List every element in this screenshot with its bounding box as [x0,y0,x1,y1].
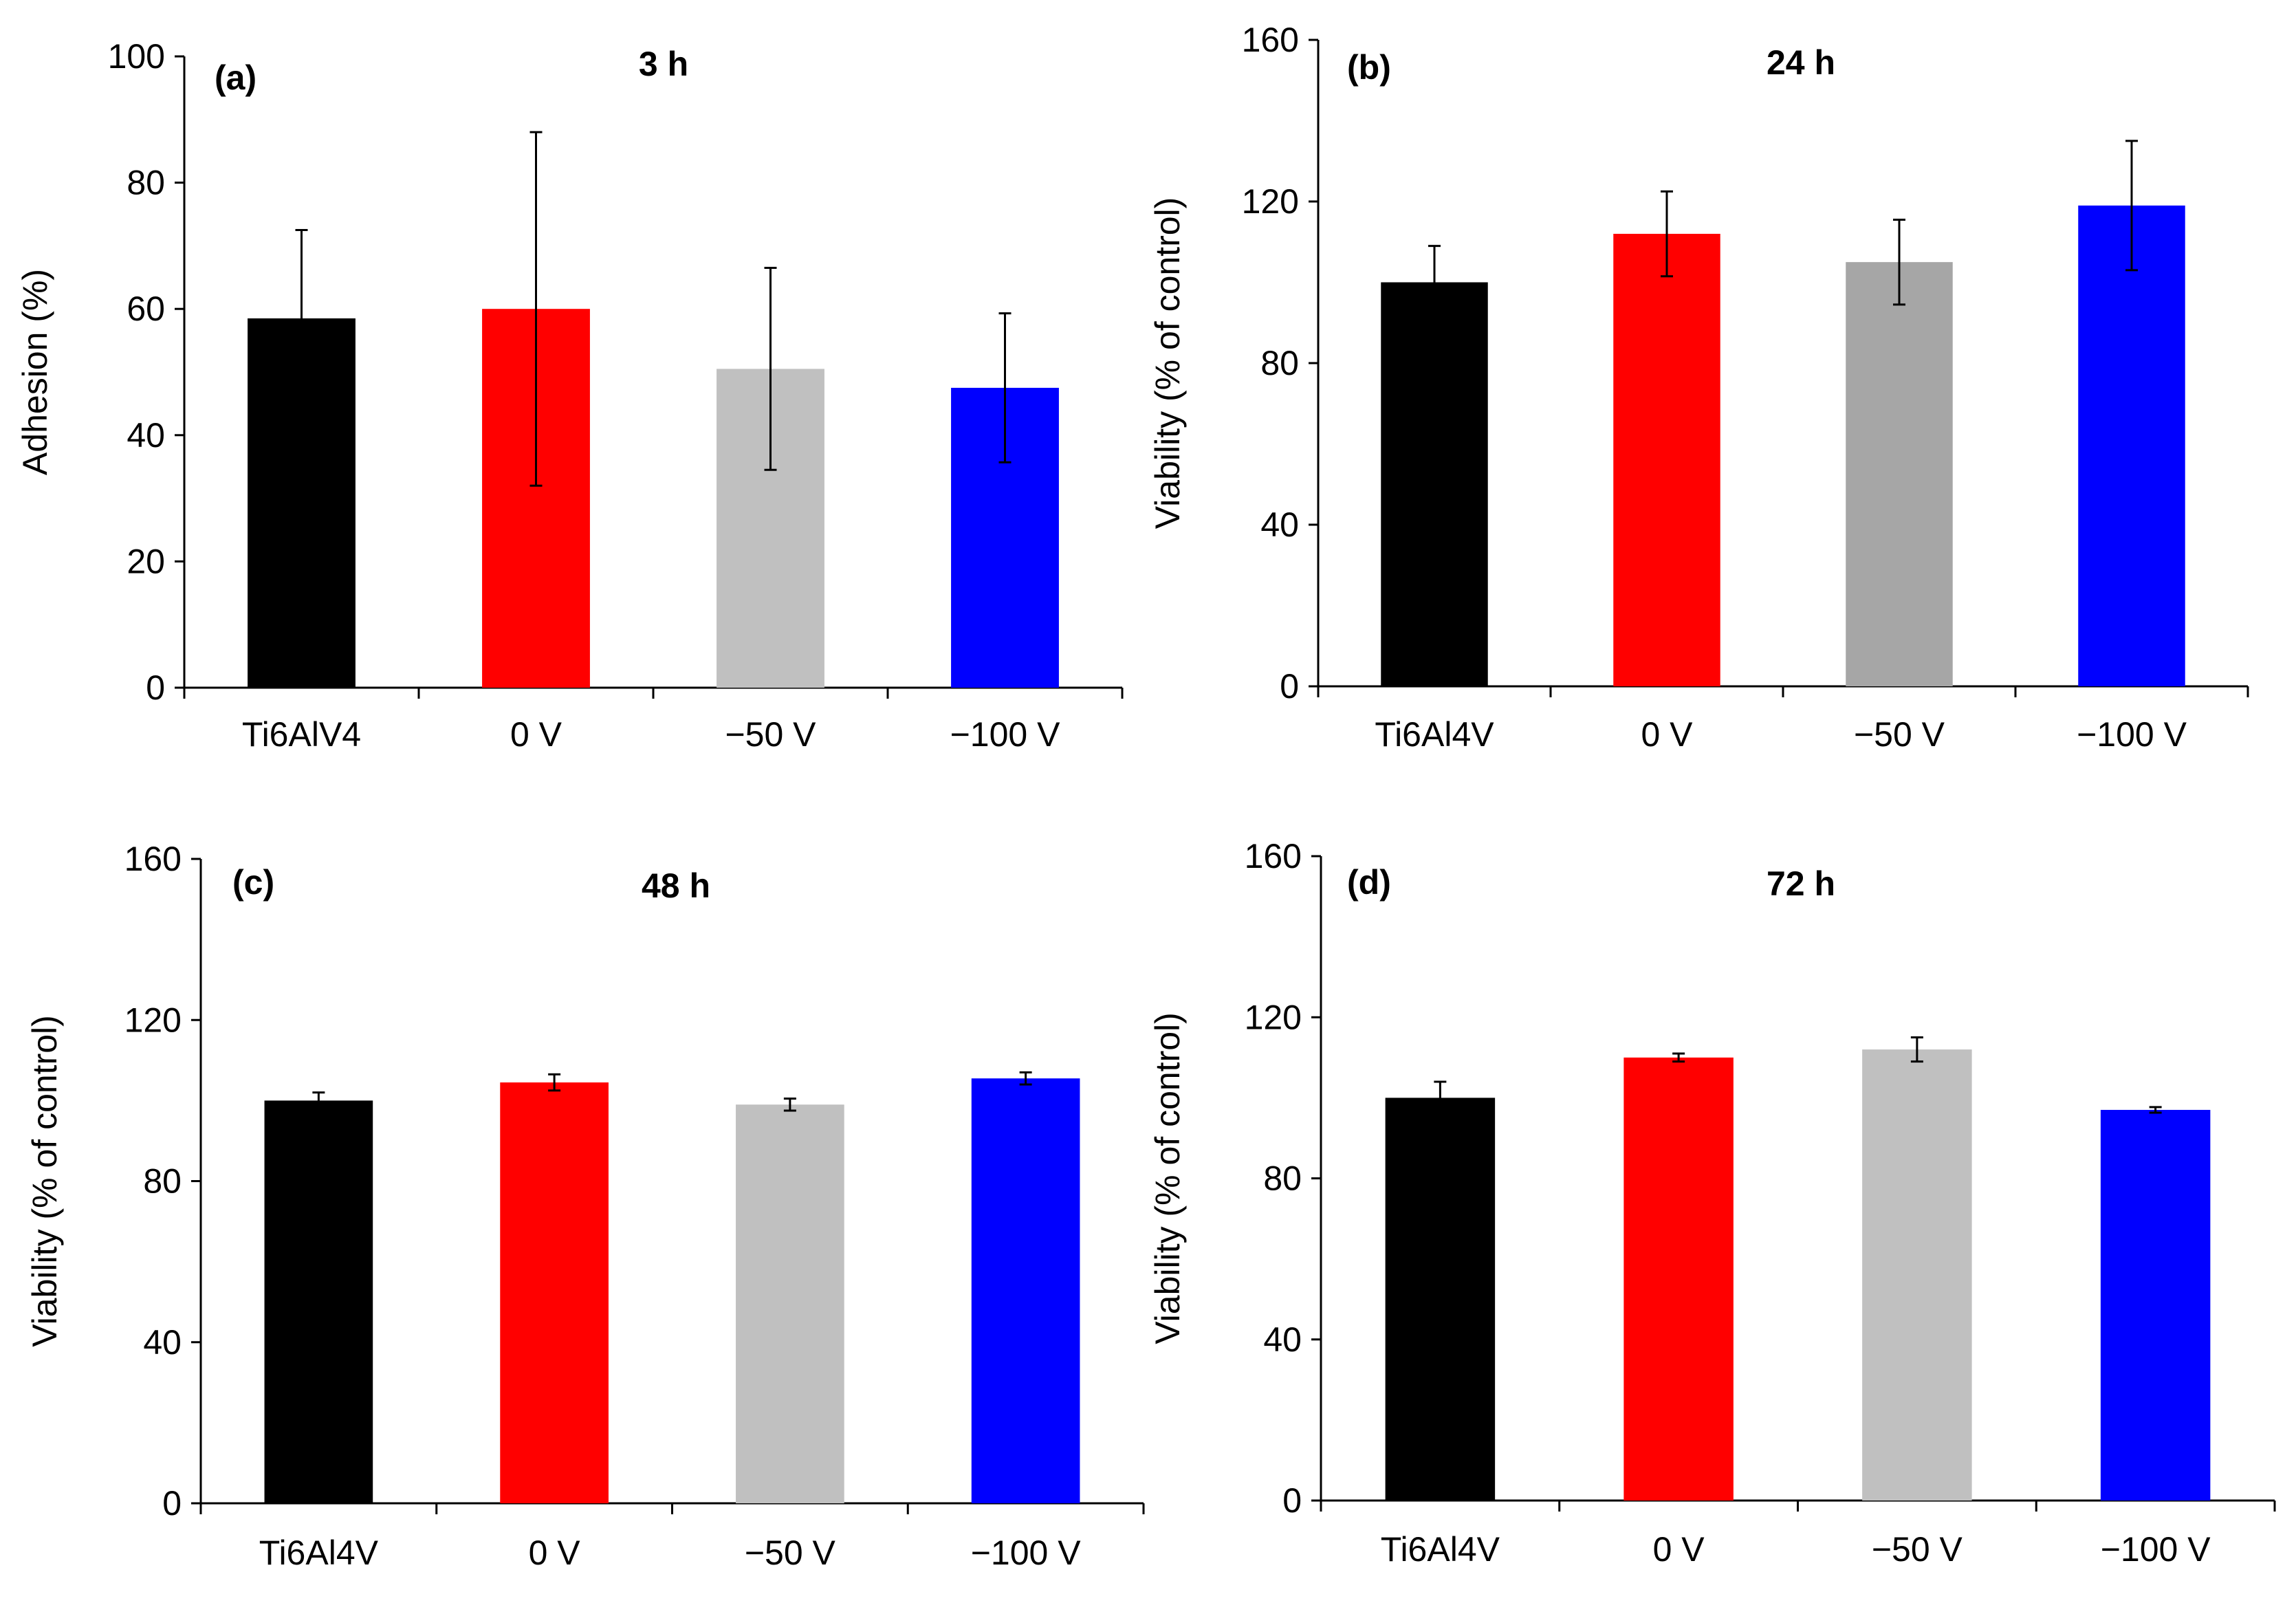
chart-panel-d: 0 40 80 120 160 Ti6Al4V 0 V −50 V −100 V (d) 72 h V… [1148,801,2296,1603]
bar [1381,282,1488,686]
y-tick-label: 0 [162,1484,182,1523]
x-tick-label: −100 V [971,1534,1082,1572]
chart-svg: 0 40 80 120 160 Ti6Al4V 0 V −50 V −100 V (d) 72 h V… [1148,837,2276,1569]
y-tick-label: 120 [1245,998,1302,1036]
x-tick-label: −50 V [745,1534,836,1572]
y-tick-label: 0 [146,668,165,707]
x-tick-label: −100 V [2077,715,2187,754]
error-bar [1893,218,1905,306]
bar [1846,262,1953,686]
y-tick-label: 100 [108,37,165,76]
panel-label: (c) [232,863,274,902]
y-tick-label: 40 [1260,505,1299,544]
y-axis-title: Viability (% of control) [1148,197,1187,530]
x-tick-label: Ti6Al4V [259,1534,379,1572]
y-axis-title: Viability (% of control) [25,1015,64,1347]
y-tick-label: 40 [1263,1320,1302,1359]
x-tick-label: Ti6Al4V [1381,1530,1500,1569]
x-tick-label: Ti6Al4V [1375,715,1494,754]
error-bar [295,228,308,408]
bar [1385,1098,1496,1501]
chart-panel-c: 0 40 80 120 160 Ti6Al4V 0 V −50 V −100 V (c) 48 h V… [0,801,1148,1603]
y-tick-label: 160 [124,840,182,878]
error-bar [998,312,1012,464]
y-tick-label: 80 [1263,1159,1302,1198]
x-tick-label: −50 V [1854,715,1945,754]
error-bar [1910,1036,1923,1063]
bar [1862,1049,1972,1501]
x-tick-label: −100 V [2101,1530,2211,1569]
chart-title: 72 h [1767,864,1835,903]
y-axis-title: Viability (% of control) [1148,1012,1187,1344]
chart-title: 48 h [642,866,710,905]
y-tick-label: 80 [1260,344,1299,382]
y-tick-label: 40 [143,1323,182,1362]
y-tick-label: 80 [127,164,165,202]
error-bar [1661,190,1673,278]
x-tick-label: 0 V [1653,1530,1705,1569]
bar [264,1100,373,1503]
error-bar [1428,245,1441,320]
chart-svg: 0 20 40 60 80 100 Ti6AlV4 0 V −50 V −100 V (a) 3 h A… [16,37,1124,754]
bar [1623,1057,1734,1501]
chart-panel-b: 0 40 80 120 160 Ti6Al4V 0 V −50 V −100 V (b) 24 h V… [1148,0,2296,801]
chart-title: 3 h [639,45,688,83]
x-tick-label: 0 V [1641,715,1693,754]
error-bar [529,131,543,487]
error-bar [764,267,777,471]
x-tick-label: −50 V [1872,1530,1963,1569]
error-bar [1019,1071,1032,1086]
bar [500,1082,609,1503]
error-bar [2149,1106,2162,1114]
error-bar [548,1073,561,1092]
y-tick-label: 80 [143,1162,182,1201]
y-axis-title: Adhesion (%) [16,269,54,475]
bar [2100,1109,2211,1501]
error-bar [2125,140,2138,272]
y-tick-label: 120 [1242,182,1299,221]
error-bar [312,1091,325,1110]
y-tick-label: 60 [127,290,165,328]
error-bar [1672,1052,1685,1063]
bar [1613,234,1720,686]
y-tick-label: 160 [1242,21,1299,59]
chart-svg: 0 40 80 120 160 Ti6Al4V 0 V −50 V −100 V (c) 48 h V… [25,840,1145,1572]
y-tick-label: 120 [124,1001,182,1039]
x-tick-label: 0 V [529,1534,581,1572]
x-tick-label: −100 V [950,715,1061,754]
y-tick-label: 0 [1280,667,1299,706]
bar [971,1078,1080,1503]
y-tick-label: 40 [127,416,165,455]
panel-label: (a) [215,58,256,97]
y-tick-label: 20 [127,542,165,580]
y-tick-label: 160 [1245,837,1302,875]
chart-panel-a: 0 20 40 60 80 100 Ti6AlV4 0 V −50 V −100 V (a) 3 h A… [0,0,1148,801]
chart-title: 24 h [1767,43,1835,82]
panel-label: (b) [1347,48,1391,87]
x-tick-label: −50 V [725,715,816,754]
bar [736,1104,844,1503]
panel-label: (d) [1347,863,1391,902]
bar [2078,205,2185,686]
error-bar [783,1097,796,1112]
error-bar [1434,1080,1447,1115]
x-tick-label: Ti6AlV4 [242,715,361,754]
x-tick-label: 0 V [510,715,562,754]
y-tick-label: 0 [1282,1481,1302,1520]
chart-svg: 0 40 80 120 160 Ti6Al4V 0 V −50 V −100 V (b) 24 h V… [1148,21,2249,754]
